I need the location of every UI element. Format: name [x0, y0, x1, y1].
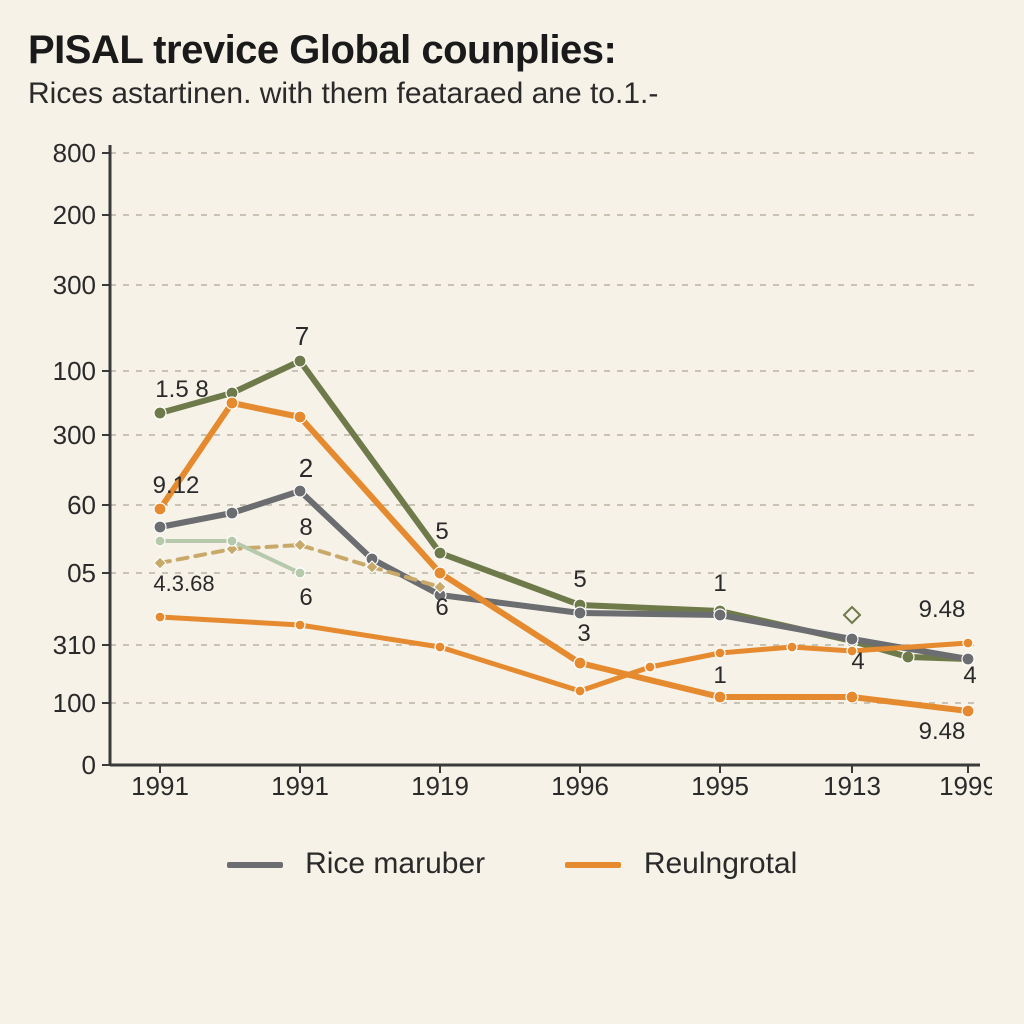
svg-text:6: 6	[435, 594, 448, 621]
svg-text:9.48: 9.48	[919, 718, 966, 745]
svg-text:1995: 1995	[691, 771, 749, 801]
svg-text:4: 4	[963, 662, 976, 689]
legend-swatch-icon	[227, 862, 283, 868]
legend-swatch-icon	[565, 862, 621, 868]
svg-text:1996: 1996	[551, 771, 609, 801]
chart-legend: Rice maruber Reulngrotal	[28, 847, 996, 881]
svg-text:1913: 1913	[823, 771, 881, 801]
svg-text:1: 1	[713, 662, 726, 689]
svg-text:5: 5	[435, 518, 448, 545]
svg-text:300: 300	[53, 420, 96, 450]
svg-text:8: 8	[299, 514, 312, 541]
line-chart: 8002003001003006005310100019911991191919…	[32, 135, 992, 825]
legend-item-2: Reulngrotal	[565, 847, 797, 881]
svg-text:1999: 1999	[939, 771, 992, 801]
svg-text:1991: 1991	[131, 771, 189, 801]
legend-item-1: Rice maruber	[227, 847, 485, 881]
svg-text:05: 05	[67, 558, 96, 588]
svg-text:4: 4	[851, 648, 864, 675]
svg-text:4.3.68: 4.3.68	[153, 571, 214, 596]
svg-text:7: 7	[295, 321, 309, 351]
svg-text:1: 1	[713, 570, 726, 597]
svg-text:100: 100	[53, 356, 96, 386]
svg-text:100: 100	[53, 688, 96, 718]
svg-text:0: 0	[82, 750, 96, 780]
legend-label: Rice maruber	[305, 847, 485, 880]
svg-text:1.5 8: 1.5 8	[155, 376, 208, 403]
svg-text:1991: 1991	[271, 771, 329, 801]
svg-text:9.48: 9.48	[919, 596, 966, 623]
svg-text:2: 2	[299, 453, 313, 483]
chart-title: PISAL trevice Global counplies:	[28, 28, 996, 73]
chart-subtitle: Rices astartinen. with them feataraed an…	[28, 77, 996, 111]
svg-text:60: 60	[67, 490, 96, 520]
svg-text:300: 300	[53, 270, 96, 300]
svg-text:3: 3	[577, 620, 590, 647]
svg-text:200: 200	[53, 200, 96, 230]
svg-text:1919: 1919	[411, 771, 469, 801]
legend-label: Reulngrotal	[644, 847, 797, 880]
svg-text:6: 6	[299, 584, 312, 611]
svg-text:5: 5	[573, 566, 586, 593]
svg-text:9.12: 9.12	[153, 472, 200, 499]
svg-text:310: 310	[53, 630, 96, 660]
svg-text:800: 800	[53, 138, 96, 168]
